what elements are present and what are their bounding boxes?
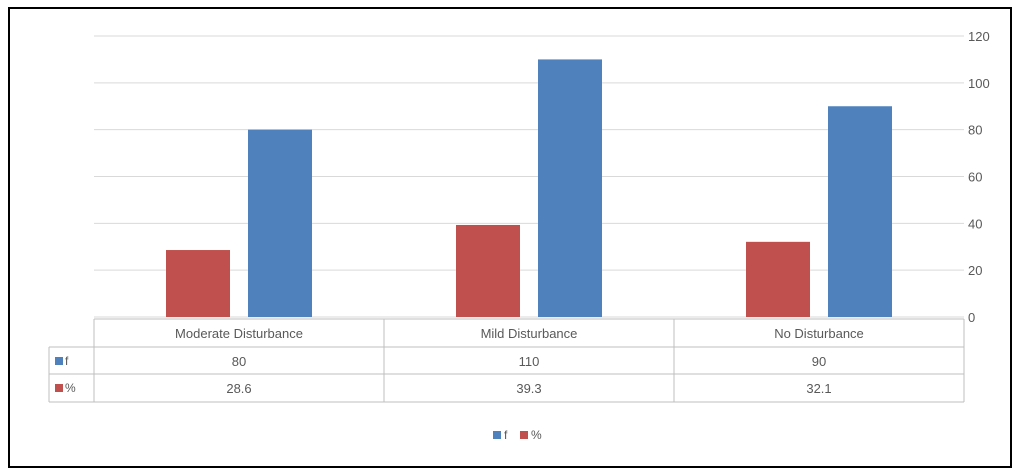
legend-key — [520, 431, 528, 439]
y-tick-label: 80 — [968, 123, 982, 138]
table-category-label: Mild Disturbance — [481, 326, 578, 341]
table-category-label: No Disturbance — [774, 326, 864, 341]
bar — [166, 250, 230, 317]
y-tick-label: 40 — [968, 216, 982, 231]
y-tick-label: 60 — [968, 170, 982, 185]
bar-chart: 0 20 40 60 80 100 120 Moderate Disturbance Mild… — [48, 29, 990, 442]
legend-label: % — [531, 428, 542, 442]
table-cell-value: 80 — [232, 354, 246, 369]
gridlines — [94, 35, 964, 318]
bars — [166, 59, 892, 318]
table-legend-key — [55, 357, 63, 365]
table-cell-value: 39.3 — [516, 381, 541, 396]
table-series-label: % — [65, 381, 76, 395]
table-category-label: Moderate Disturbance — [175, 326, 303, 341]
table-legend-key — [55, 384, 63, 392]
data-table: Moderate Disturbance Mild Disturbance No D… — [48, 318, 965, 403]
table-cell-value: 110 — [519, 354, 540, 369]
table-cell-value: 90 — [812, 354, 826, 369]
y-tick-label: 0 — [968, 310, 975, 325]
bar — [248, 129, 312, 317]
legend-key — [493, 431, 501, 439]
y-tick-label: 100 — [968, 76, 990, 91]
bar — [456, 224, 520, 317]
legend-label: f — [504, 428, 508, 442]
bar — [538, 59, 602, 318]
legend: f% — [493, 428, 542, 442]
table-cell-value: 32.1 — [806, 381, 831, 396]
table-cell-value: 28.6 — [226, 381, 251, 396]
bar — [828, 106, 892, 317]
bar — [746, 241, 810, 317]
chart-frame: 0 20 40 60 80 100 120 Moderate Disturbance Mild… — [8, 7, 1012, 468]
y-axis-ticks: 0 20 40 60 80 100 120 — [968, 29, 990, 325]
y-tick-label: 20 — [968, 263, 982, 278]
y-tick-label: 120 — [968, 29, 990, 44]
table-series-label: f — [65, 354, 69, 368]
